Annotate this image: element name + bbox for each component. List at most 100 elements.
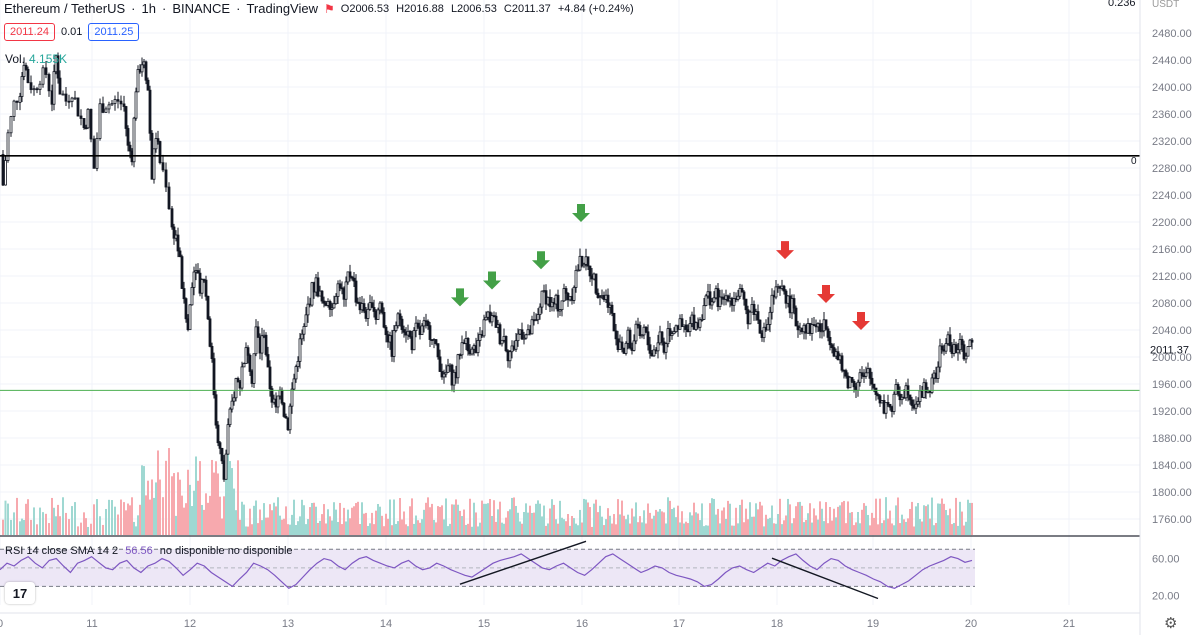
flag-icon[interactable]: ⚑ (324, 1, 335, 16)
red-arrow-icon[interactable] (776, 241, 794, 260)
volume-bar (369, 523, 371, 535)
candle-body (266, 354, 270, 368)
volume-bar (291, 514, 293, 535)
volume-bar (405, 524, 407, 535)
volume-bar (875, 498, 877, 535)
volume-bar (791, 523, 793, 535)
volume-bar (823, 521, 825, 535)
volume-bar (389, 499, 391, 535)
interval[interactable]: 1h (141, 1, 156, 16)
rsi-legend[interactable]: RSI 14 close SMA 14 2 56.56 no disponibl… (5, 545, 293, 557)
volume-bar (129, 505, 131, 535)
volume-bar (629, 523, 631, 535)
volume-bar (859, 523, 861, 535)
volume-bar (677, 505, 679, 535)
rsi-tick-label: 60.00 (1152, 554, 1180, 566)
candle-body (152, 148, 156, 180)
candle-body (182, 288, 186, 300)
candle-body (76, 97, 80, 117)
candle-body (256, 326, 260, 338)
candle-body (298, 338, 302, 362)
candle-body (744, 298, 748, 311)
volume-bar (891, 523, 893, 535)
symbol-name[interactable]: Ethereum / TetherUS (4, 1, 126, 16)
volume-bar (409, 506, 411, 535)
volume-bar (419, 522, 421, 535)
symbol-legend[interactable]: Ethereum / TetherUS · 1h · BINANCE · Tra… (4, 1, 638, 16)
currency-label[interactable]: USDT (1152, 0, 1180, 10)
candle-body (366, 308, 370, 319)
volume-bar (961, 511, 963, 535)
volume-bar (601, 516, 603, 535)
volume-legend[interactable]: Vol. 4.155K (5, 52, 67, 66)
candle-body (20, 76, 24, 97)
candle-body (948, 334, 952, 347)
tradingview-logo-icon[interactable]: 17 (5, 582, 35, 604)
annotation-arrows[interactable] (451, 204, 870, 330)
volume-bar (687, 523, 689, 535)
candle-body (296, 360, 300, 368)
horizontal-lines[interactable]: 01950.55 (0, 155, 1195, 399)
volume-bar (815, 515, 817, 535)
volume-bar (421, 519, 423, 535)
green-arrow-icon[interactable] (451, 288, 469, 307)
volume-bar (449, 523, 451, 535)
candle-body (490, 315, 494, 323)
candle-body (910, 399, 914, 406)
red-arrow-icon[interactable] (817, 285, 835, 303)
candle-body (110, 103, 114, 106)
candle-body (810, 324, 814, 334)
time-tick-label: 17 (673, 618, 685, 630)
red-arrow-icon[interactable] (852, 312, 870, 330)
volume-bar (481, 500, 483, 535)
volume-bar (671, 509, 673, 535)
candle-body (938, 345, 942, 368)
candle-body (572, 287, 576, 301)
candle-body (504, 335, 508, 352)
gear-icon[interactable]: ⚙ (1164, 615, 1178, 632)
candle-body (850, 376, 854, 382)
volume-bar (285, 506, 287, 535)
volume-bar (883, 520, 885, 535)
volume-bar (307, 519, 309, 535)
candle-body (818, 323, 822, 332)
green-arrow-icon[interactable] (572, 204, 590, 222)
candle-body (452, 371, 456, 386)
candle-body (254, 326, 258, 355)
volume-bar (759, 501, 761, 535)
price-tick-label: 2160.00 (1152, 244, 1192, 256)
volume-bar (939, 503, 941, 535)
price-tick-label: 1800.00 (1152, 487, 1192, 499)
volume-bar (651, 518, 653, 535)
candle-body (214, 394, 218, 426)
candle-body (310, 282, 314, 306)
candle-body (768, 311, 772, 325)
candle-body (550, 301, 554, 308)
volume-bar (23, 520, 25, 535)
volume-bar (539, 503, 541, 535)
volume-bar (709, 503, 711, 535)
candle-body (628, 329, 632, 349)
volume-bar (191, 506, 193, 535)
volume-bar (639, 516, 641, 535)
candle-body (466, 338, 470, 352)
candle-body (172, 226, 176, 239)
volume-bar (779, 498, 781, 535)
green-arrow-icon[interactable] (532, 251, 550, 270)
volume-bar (485, 503, 487, 535)
candle-body (944, 343, 948, 352)
green-arrow-icon[interactable] (483, 271, 501, 290)
volume-bar (675, 517, 677, 535)
candle-body (18, 96, 22, 103)
candle-body (560, 300, 564, 311)
volume-bar (401, 519, 403, 535)
candle-body (79, 115, 83, 119)
candle-body (520, 329, 524, 340)
buy-price-button[interactable]: 2011.25 (88, 23, 140, 41)
volume-bar (111, 500, 113, 535)
volume-bar (183, 507, 185, 535)
sell-price-button[interactable]: 2011.24 (4, 23, 55, 41)
candle-body (338, 283, 342, 289)
time-tick-label: 21 (1063, 618, 1075, 630)
